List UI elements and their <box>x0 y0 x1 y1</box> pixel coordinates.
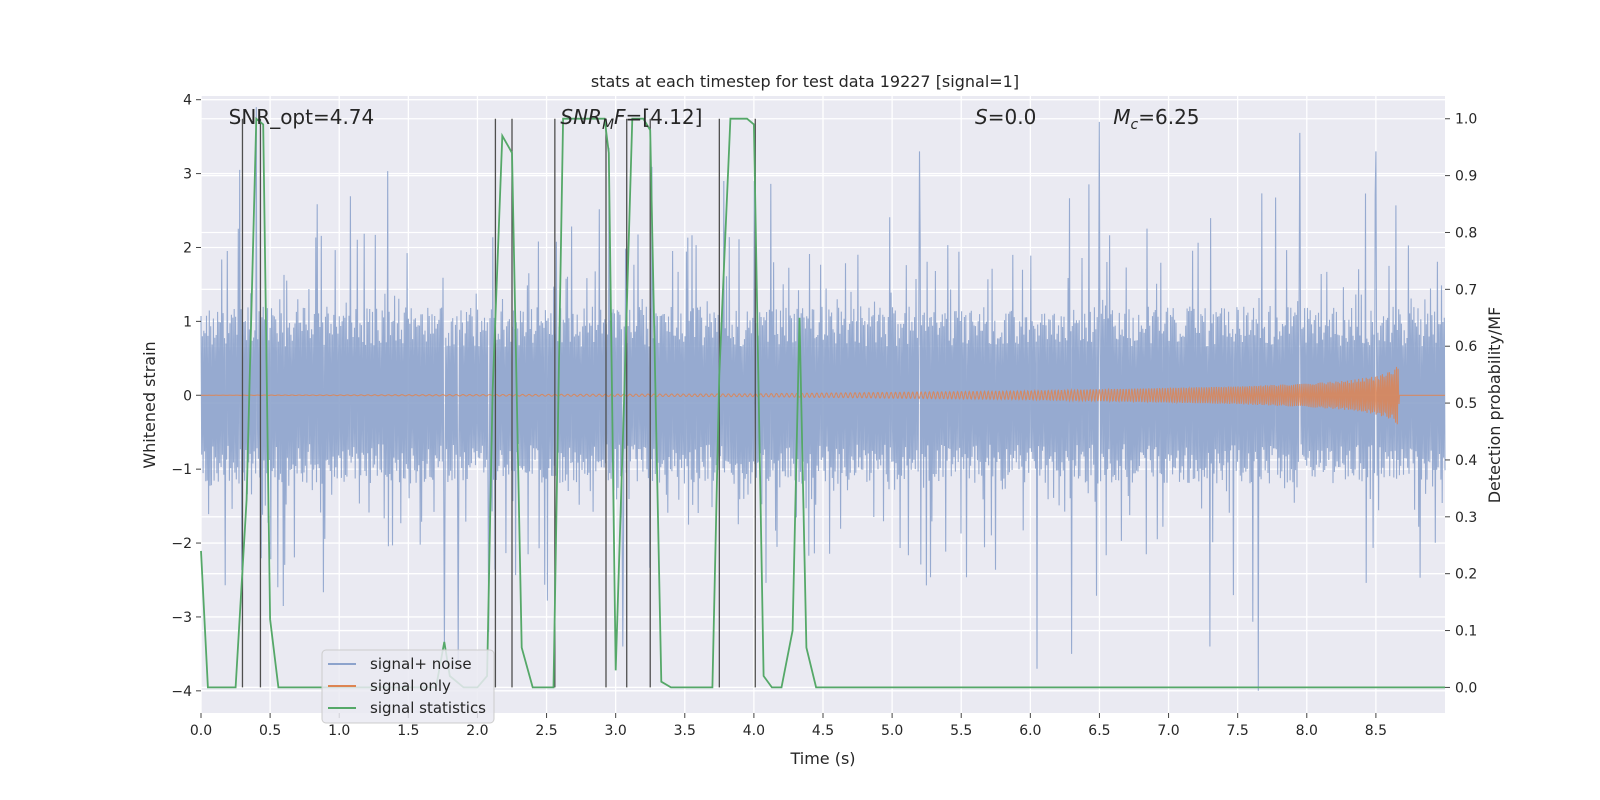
x-tick-label: 4.5 <box>812 723 834 739</box>
x-tick-label: 6.0 <box>1019 723 1041 739</box>
x-tick-label: 0.5 <box>259 723 281 739</box>
y2-tick-label: 1.0 <box>1455 112 1477 128</box>
y-tick-label: 0 <box>183 388 192 404</box>
x-tick-label: 3.0 <box>605 723 627 739</box>
annotation-snr-opt: SNR_opt=4.74 <box>229 105 375 129</box>
y-axis-ticks: 4 3 2 1 0 −1 −2 −3 −4 <box>171 93 201 700</box>
x-axis-label: Time (s) <box>789 749 855 768</box>
y-tick-label: −4 <box>171 684 192 700</box>
x-tick-label: 8.0 <box>1296 723 1318 739</box>
y-tick-label: −3 <box>171 610 192 626</box>
signal-only-line <box>201 366 1445 425</box>
statistics-line <box>200 116 1445 689</box>
x-tick-label: 1.0 <box>328 723 350 739</box>
x-tick-label: 3.5 <box>674 723 696 739</box>
y-tick-label: 4 <box>183 93 192 109</box>
annotation-mc: Mc=6.25 <box>1113 105 1199 133</box>
y2-tick-label: 0.5 <box>1455 396 1477 412</box>
chart-title: stats at each timestep for test data 192… <box>591 72 1019 91</box>
x-tick-label: 2.0 <box>466 723 488 739</box>
series-signal-statistics <box>200 116 1445 689</box>
x-tick-label: 5.5 <box>950 723 972 739</box>
y-tick-label: 1 <box>183 314 192 330</box>
x-tick-label: 7.0 <box>1157 723 1179 739</box>
y2-tick-label: 0.1 <box>1455 624 1477 640</box>
y-tick-label: −1 <box>171 462 192 478</box>
legend: signal+ noise signal only signal statistic… <box>321 649 495 724</box>
x-axis-ticks: 0.0 0.5 1.0 1.5 2.0 2.5 3.0 3.5 4.0 4.5 5.0 5.5 6.0 6… <box>190 713 1387 739</box>
y2-tick-label: 0.7 <box>1455 282 1477 298</box>
series-signal-only <box>201 366 1445 425</box>
x-tick-label: 2.5 <box>535 723 557 739</box>
y2-tick-label: 0.3 <box>1455 510 1477 526</box>
y2-tick-label: 0.0 <box>1455 680 1477 696</box>
y-tick-label: 2 <box>183 240 192 256</box>
y2-tick-label: 0.9 <box>1455 169 1477 185</box>
legend-label: signal statistics <box>370 699 486 717</box>
y2-tick-label: 0.2 <box>1455 567 1477 583</box>
legend-label: signal only <box>370 677 451 695</box>
y-tick-label: −2 <box>171 536 192 552</box>
y2-axis-ticks: 1.0 0.9 0.8 0.7 0.6 0.5 0.4 0.3 0.2 0.1 0.0 <box>1445 112 1477 696</box>
x-tick-label: 4.0 <box>743 723 765 739</box>
x-tick-label: 6.5 <box>1088 723 1110 739</box>
series-signal-noise <box>200 107 1446 691</box>
y-tick-label: 3 <box>183 167 192 183</box>
y-axis-label: Whitened strain <box>140 341 159 468</box>
y2-axis-label: Detection probability/MF <box>1485 307 1504 504</box>
x-tick-label: 0.0 <box>190 723 212 739</box>
y2-tick-label: 0.4 <box>1455 453 1477 469</box>
x-tick-label: 7.5 <box>1227 723 1249 739</box>
y2-tick-label: 0.8 <box>1455 225 1477 241</box>
annotations: SNR_opt=4.74 SNRMF=[4.12] S=0.0 Mc=6.25 <box>229 105 1200 133</box>
legend-label: signal+ noise <box>370 655 472 673</box>
x-tick-label: 1.5 <box>397 723 419 739</box>
legend-box <box>321 649 495 724</box>
x-tick-label: 5.0 <box>881 723 903 739</box>
x-tick-label: 8.5 <box>1365 723 1387 739</box>
noise-line <box>200 107 1446 691</box>
annotation-s: S=0.0 <box>975 105 1036 129</box>
annotation-snr-mf: SNRMF=[4.12] <box>560 105 702 133</box>
y2-tick-label: 0.6 <box>1455 339 1477 355</box>
